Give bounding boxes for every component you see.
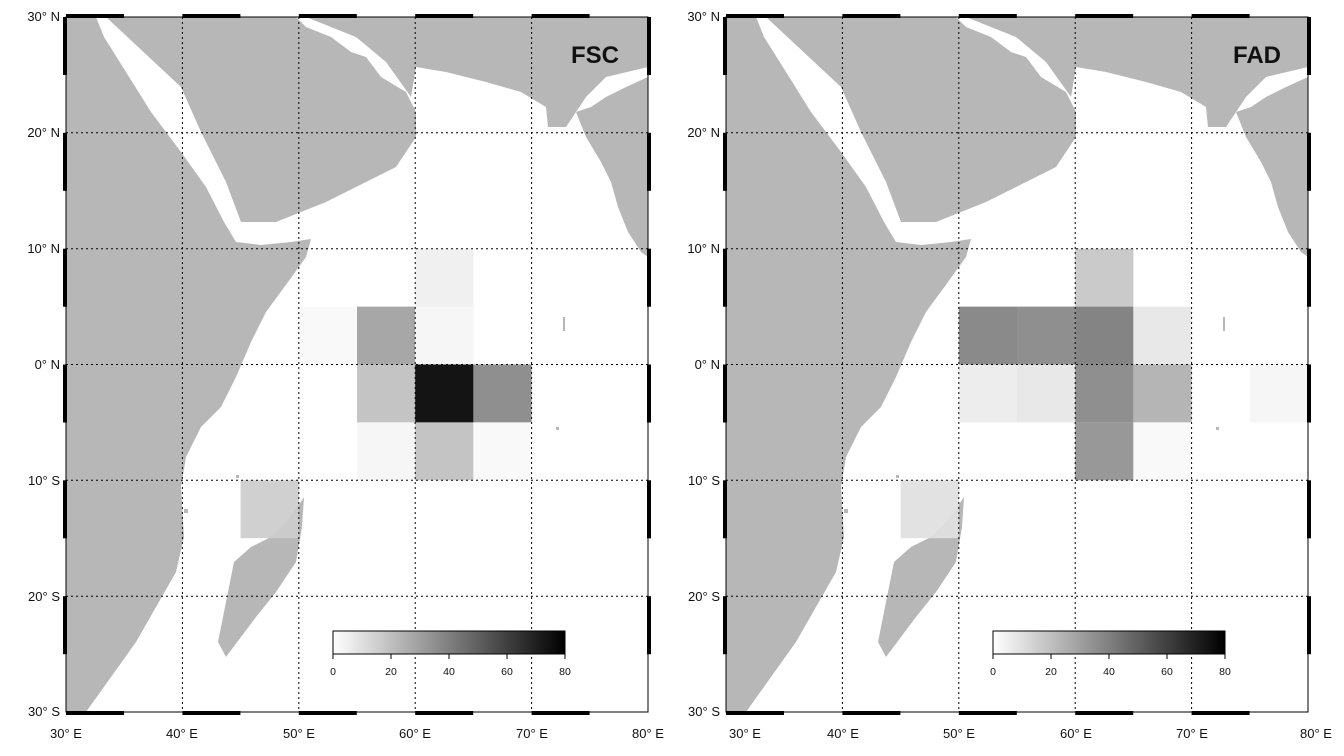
density-cells: [240, 248, 532, 539]
colorbar-gradient: [332, 630, 566, 655]
lon-axis-labels: 30° E 40° E 50° E 60° E 70° E 80° E: [729, 726, 1332, 741]
density-cell: [958, 364, 1017, 423]
lon-axis-labels: 30° E 40° E 50° E 60° E 70° E 80° E: [50, 726, 664, 741]
density-cell: [958, 306, 1017, 365]
lat-tick-label: 10° N: [27, 241, 60, 256]
density-cell: [1075, 364, 1134, 423]
map-panel-fad: FAD 0 20 40 60 80: [723, 14, 1311, 715]
lat-tick-label: 30° N: [27, 9, 60, 24]
density-cell: [357, 306, 416, 365]
density-cell: [1017, 306, 1076, 365]
density-cell: [473, 422, 532, 481]
density-cell: [240, 480, 299, 539]
lat-tick-label: 0° N: [35, 357, 60, 372]
colorbar-tick-label: 60: [501, 666, 513, 678]
colorbar-tick-label: 80: [559, 666, 571, 678]
density-cell: [1133, 364, 1192, 423]
density-cell: [1075, 306, 1134, 365]
lon-tick-label: 50° E: [943, 726, 975, 741]
lon-tick-label: 70° E: [1176, 726, 1208, 741]
lon-tick-label: 70° E: [516, 726, 548, 741]
lat-tick-label: 0° N: [695, 357, 720, 372]
density-cell: [900, 480, 959, 539]
lon-tick-label: 30° E: [729, 726, 761, 741]
density-cell: [1133, 306, 1192, 365]
colorbar-tick-label: 20: [1045, 666, 1057, 678]
lon-tick-label: 40° E: [827, 726, 859, 741]
density-cell: [415, 248, 474, 307]
lat-tick-label: 10° N: [687, 241, 720, 256]
density-cell: [298, 306, 357, 365]
lon-tick-label: 80° E: [632, 726, 664, 741]
lat-tick-label: 10° S: [688, 473, 720, 488]
density-cell: [357, 422, 416, 481]
lon-tick-label: 30° E: [50, 726, 82, 741]
lon-tick-label: 60° E: [1060, 726, 1092, 741]
panel-label: FAD: [1233, 42, 1281, 69]
colorbar-tick-label: 20: [385, 666, 397, 678]
density-cells: [900, 248, 1308, 539]
frame-ticks: [723, 14, 1311, 715]
colorbar-tick-label: 0: [330, 666, 336, 678]
lon-tick-label: 60° E: [399, 726, 431, 741]
landmass: [66, 17, 648, 712]
density-cell: [1249, 364, 1308, 423]
density-cell: [473, 364, 532, 423]
density-cell: [1075, 422, 1134, 481]
colorbar-tick-label: 40: [1103, 666, 1115, 678]
density-cell: [1133, 422, 1192, 481]
colorbar-tick-label: 0: [990, 666, 996, 678]
density-cell: [415, 364, 474, 423]
colorbar-tick-label: 60: [1161, 666, 1173, 678]
colorbar: 0 20 40 60 80: [330, 630, 571, 678]
lat-tick-label: 30° S: [28, 704, 60, 719]
lat-tick-label: 20° S: [28, 589, 60, 604]
colorbar-gradient: [992, 630, 1226, 655]
density-cell: [415, 422, 474, 481]
lat-tick-label: 30° N: [687, 9, 720, 24]
lat-tick-label: 10° S: [28, 473, 60, 488]
colorbar-tick-label: 40: [443, 666, 455, 678]
gridlines: [66, 17, 648, 712]
density-cell: [415, 306, 474, 365]
lat-axis-labels: 30° N 20° N 10° N 0° N 10° S 20° S 30° S: [687, 9, 720, 719]
lon-tick-label: 50° E: [283, 726, 315, 741]
frame-ticks: [63, 14, 651, 715]
lat-tick-label: 30° S: [688, 704, 720, 719]
lat-tick-label: 20° N: [27, 125, 60, 140]
colorbar-tick-label: 80: [1219, 666, 1231, 678]
map-panel-fsc: FSC 0 20 40 60 80: [63, 14, 651, 715]
density-cell: [1075, 248, 1134, 307]
lon-tick-label: 40° E: [166, 726, 198, 741]
lat-tick-label: 20° S: [688, 589, 720, 604]
lat-axis-labels: 30° N 20° N 10° N 0° N 10° S 20° S 30° S: [27, 9, 60, 719]
lat-tick-label: 20° N: [687, 125, 720, 140]
density-cell: [1017, 364, 1076, 423]
gridlines: [726, 17, 1308, 712]
panel-label: FSC: [571, 42, 619, 69]
density-cell: [357, 364, 416, 423]
lon-tick-label: 80° E: [1300, 726, 1332, 741]
colorbar: 0 20 40 60 80: [990, 630, 1231, 678]
